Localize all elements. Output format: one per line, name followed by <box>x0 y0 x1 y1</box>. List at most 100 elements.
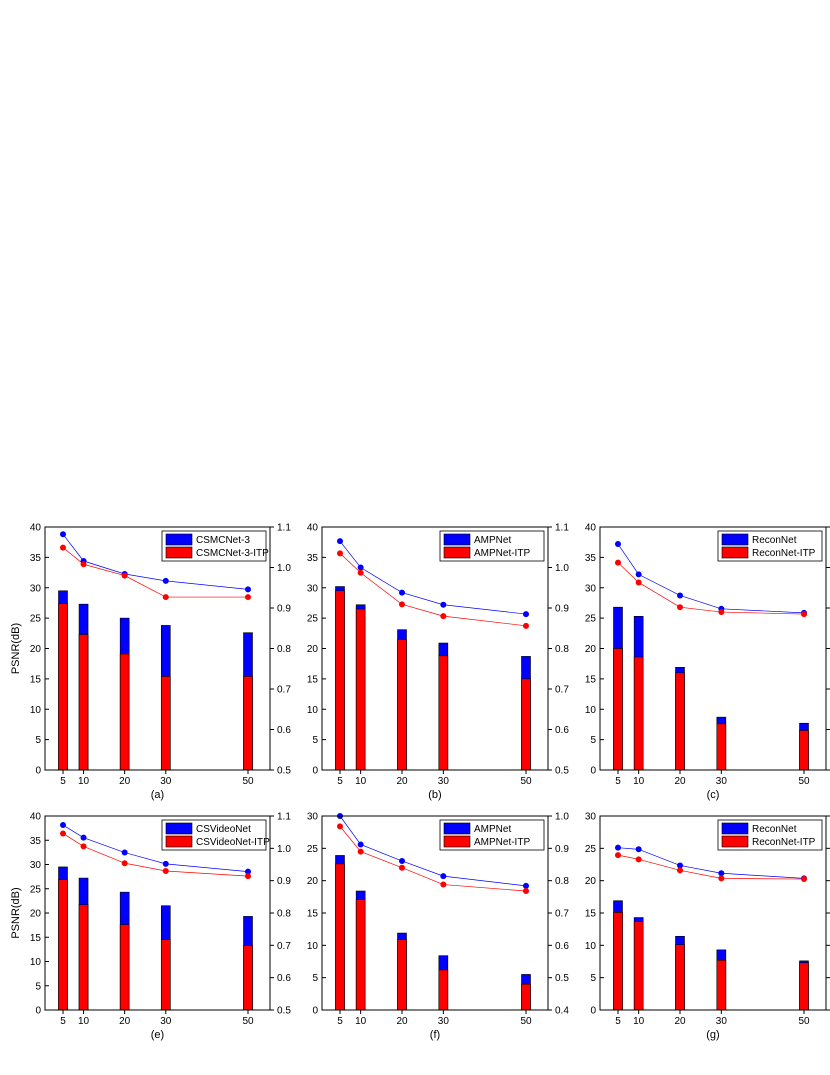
y-tick-label: 0 <box>312 1006 318 1017</box>
y-tick-label: 5 <box>312 973 318 984</box>
y-tick-label: 20 <box>307 644 319 655</box>
x-tick-label: 50 <box>798 1016 810 1027</box>
x-tick-label: 20 <box>119 1016 131 1027</box>
y-tick-label: 10 <box>585 705 597 716</box>
legend-swatch-red <box>165 546 193 559</box>
y-tick-label: 20 <box>307 876 319 887</box>
point-blue-10 <box>357 841 364 848</box>
x-tick-label: 30 <box>438 776 450 787</box>
panel-label: (f) <box>430 1029 440 1041</box>
bar-red-50 <box>521 983 531 1011</box>
point-blue-5 <box>60 822 66 829</box>
point-red-5 <box>60 544 66 551</box>
x-tick-label: 10 <box>78 1016 90 1027</box>
y-tick-label: 35 <box>30 836 42 847</box>
bar-red-5 <box>613 912 623 1011</box>
point-red-50 <box>523 622 529 629</box>
point-red-30 <box>440 881 447 888</box>
bar-red-50 <box>243 945 253 1011</box>
y-tick-label: 0 <box>312 766 318 777</box>
y2-tick-label: 0.7 <box>277 941 291 952</box>
chart-panel-2: 0 5 10 15 20 25 30 35 40 0.5 0.6 0.7 0.8 0.9 1.0 1.1 5 10… <box>307 523 569 802</box>
legend-swatch-blue <box>721 533 749 546</box>
bar-red-50 <box>521 678 531 771</box>
point-red-5 <box>337 550 343 557</box>
y2-tick-label: 1.0 <box>555 563 569 574</box>
legend-swatch-red <box>721 546 749 559</box>
y-tick-label: 20 <box>30 909 42 920</box>
legend: ReconNet ReconNet-ITP <box>717 530 823 562</box>
y2-tick-label: 0.8 <box>277 644 291 655</box>
bar-red-5 <box>58 879 68 1011</box>
y2-tick-label: 0.8 <box>277 909 291 920</box>
chart-panel-6: 0510152025300.40.50.60.70.80.91.05102030… <box>585 812 830 1041</box>
point-blue-50 <box>245 868 251 875</box>
point-red-30 <box>440 613 447 620</box>
bar-red-10 <box>78 634 89 771</box>
point-red-20 <box>399 864 405 871</box>
y2-tick-label: 0.6 <box>555 941 569 952</box>
point-red-20 <box>677 604 683 611</box>
y2-tick-label: 1.1 <box>277 812 291 823</box>
plot-frame <box>44 526 271 771</box>
y-tick-label: 0 <box>590 766 596 777</box>
legend-label: ReconNet-ITP <box>752 548 816 559</box>
legend: AMPNet AMPNet-ITP <box>439 530 545 562</box>
y-tick-label: 30 <box>585 583 597 594</box>
y2-tick-label: 1.1 <box>555 523 569 534</box>
bar-red-20 <box>397 939 407 1011</box>
legend-swatch-blue <box>165 822 193 835</box>
point-red-10 <box>357 569 364 576</box>
legend-swatch-red <box>443 835 471 848</box>
point-red-20 <box>121 572 128 579</box>
y-tick-label: 5 <box>35 981 41 992</box>
x-tick-label: 30 <box>160 1016 172 1027</box>
y2-tick-label: 0.9 <box>277 604 291 615</box>
y-tick-label: 5 <box>590 735 596 746</box>
legend: AMPNet AMPNet-ITP <box>439 819 545 851</box>
chart-panel-5: 0 5 10 15 20 25 30 0.4 0.5 0.6 0.7 0.8 0.9 1.0 5 10 20 30… <box>307 812 569 1042</box>
bar-red-30 <box>716 959 727 1011</box>
x-tick-label: 50 <box>242 1016 254 1027</box>
point-red-50 <box>801 611 807 618</box>
x-tick-label: 20 <box>674 1016 686 1027</box>
y-tick-label: 25 <box>30 884 42 895</box>
bar-red-50 <box>243 676 253 771</box>
panel-label: (b) <box>428 789 441 801</box>
y-tick-label: 40 <box>585 523 597 534</box>
line-red <box>617 854 805 880</box>
x-tick-label: 20 <box>674 776 686 787</box>
y2-tick-label: 1.1 <box>277 523 291 534</box>
point-blue-30 <box>440 873 447 880</box>
y2-tick-label: 0.8 <box>555 644 569 655</box>
legend-label: CSMCNet-3-ITP <box>196 548 269 559</box>
x-tick-label: 30 <box>160 776 172 787</box>
bar-red-30 <box>716 723 727 771</box>
bar-red-10 <box>633 656 644 771</box>
point-blue-5 <box>615 541 621 548</box>
y-tick-label: 0 <box>35 766 41 777</box>
x-tick-label: 5 <box>60 776 66 787</box>
x-tick-label: 30 <box>716 776 728 787</box>
y-tick-label: 10 <box>307 705 319 716</box>
y2-tick-label: 0.5 <box>555 766 569 777</box>
x-tick-label: 50 <box>520 776 532 787</box>
x-tick-label: 20 <box>119 776 131 787</box>
y-tick-label: 20 <box>30 644 42 655</box>
point-blue-50 <box>523 882 529 889</box>
y-axis-label: PSNR(dB) <box>10 623 22 674</box>
x-tick-label: 30 <box>716 1016 728 1027</box>
x-tick-label: 10 <box>78 776 90 787</box>
point-blue-30 <box>162 860 169 867</box>
bar-red-30 <box>160 676 171 771</box>
x-tick-label: 50 <box>798 776 810 787</box>
y-tick-label: 15 <box>30 674 42 685</box>
y-tick-label: 5 <box>590 973 596 984</box>
panel-label: (g) <box>706 1029 719 1041</box>
legend-swatch-blue <box>443 822 471 835</box>
y-tick-label: 40 <box>307 523 319 534</box>
y2-tick-label: 0.6 <box>555 725 569 736</box>
x-tick-label: 5 <box>337 776 343 787</box>
x-tick-label: 5 <box>337 1016 343 1027</box>
legend-swatch-red <box>443 546 471 559</box>
